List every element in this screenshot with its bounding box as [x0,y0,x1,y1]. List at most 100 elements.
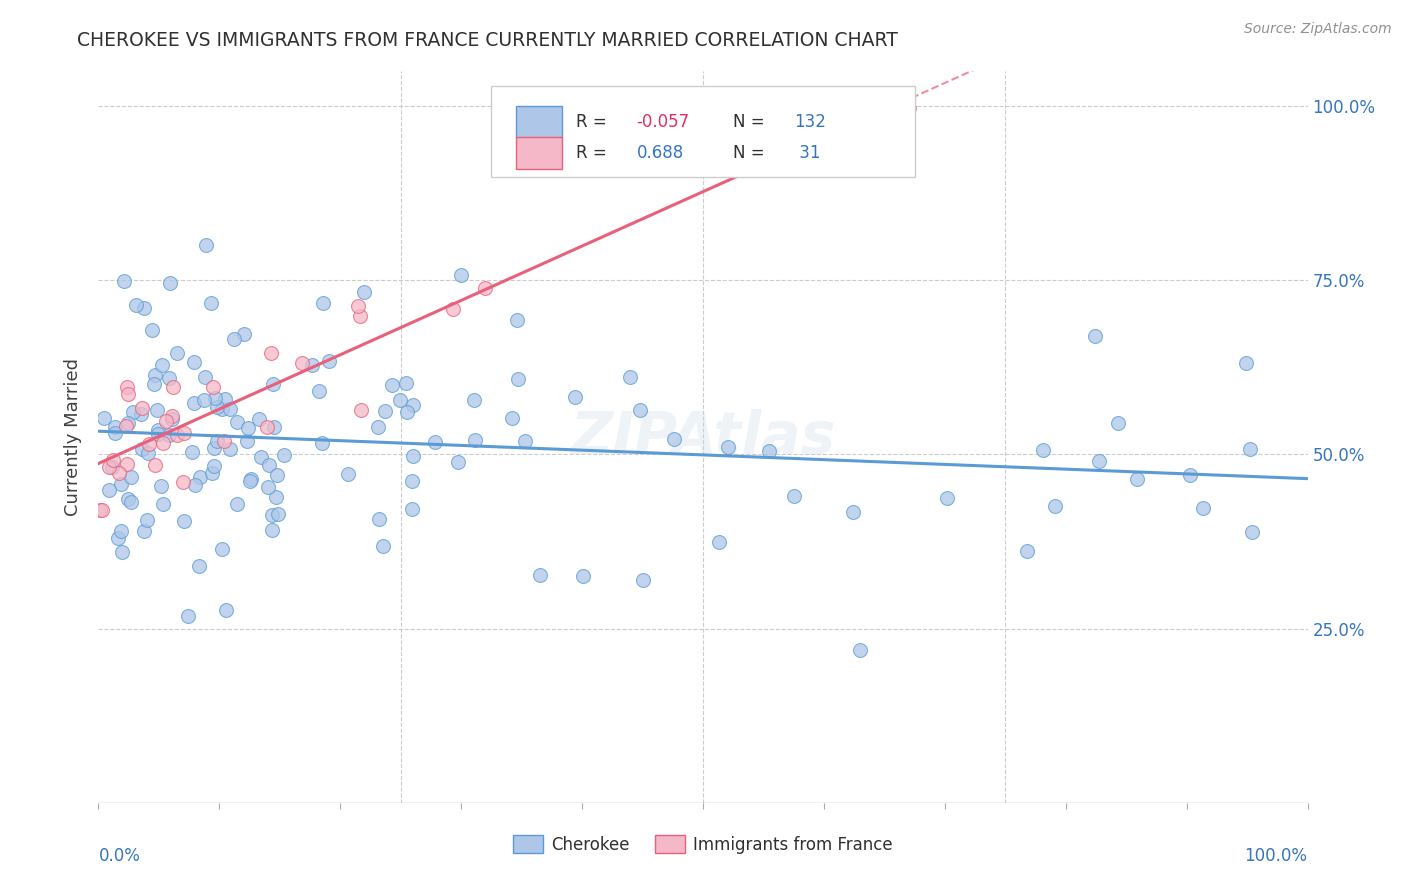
Text: Source: ZipAtlas.com: Source: ZipAtlas.com [1244,22,1392,37]
Point [97,483,120,498]
Point [367,512,389,526]
Point [247,411,270,425]
Point [662,432,685,446]
Legend: Cherokee, Immigrants from France: Cherokee, Immigrants from France [506,829,900,860]
Point [463,393,485,408]
Point [110,524,132,538]
Text: ZIPAtlas: ZIPAtlas [571,409,835,466]
Point [1015,544,1038,558]
Point [262,376,284,391]
Point [150,479,173,493]
Point [160,409,183,424]
Point [122,405,145,419]
Point [142,376,165,391]
Point [236,434,259,448]
Point [239,474,262,488]
Point [346,299,368,313]
Point [91,503,114,517]
Point [506,372,529,386]
Point [336,467,359,482]
Point [89,503,111,517]
Point [125,298,148,312]
Point [173,426,195,441]
Point [572,569,595,583]
Point [291,356,314,370]
Point [148,423,170,437]
Point [177,609,200,624]
Point [111,545,134,559]
Point [155,413,177,427]
Point [501,411,523,425]
Point [257,480,280,494]
Point [256,420,278,434]
Point [120,469,142,483]
Point [117,387,139,401]
Point [353,285,375,299]
Point [631,573,654,587]
Point [104,420,127,434]
Point [259,346,281,360]
Point [136,513,159,527]
Point [152,497,174,511]
Point [266,467,288,482]
Point [758,444,780,458]
Point [157,371,180,385]
Point [350,403,373,417]
Point [215,603,238,617]
Point [166,346,188,360]
Point [1178,468,1201,483]
Point [529,568,551,582]
Text: R =: R = [576,144,612,161]
Point [218,442,240,457]
Point [257,458,280,472]
Point [236,421,259,435]
Point [628,403,651,417]
Point [214,392,236,406]
Point [301,358,323,372]
Point [202,441,225,455]
Point [150,359,173,373]
Point [200,296,222,310]
Point [180,445,202,459]
Point [367,420,389,434]
Point [117,491,139,506]
Text: 0.688: 0.688 [637,144,683,161]
Point [204,391,226,405]
Point [138,437,160,451]
Point [897,101,920,115]
Point [311,296,333,310]
Point [1234,355,1257,369]
Text: -0.057: -0.057 [637,112,689,130]
Text: 31: 31 [793,144,820,161]
Point [110,477,132,491]
Point [201,466,224,480]
Point [117,417,139,431]
Point [183,477,205,491]
Point [202,458,225,473]
Point [232,327,254,342]
Point [146,403,169,417]
Point [212,434,235,448]
Point [506,313,529,327]
Point [143,368,166,383]
Point [474,281,496,295]
Point [131,442,153,456]
Text: CHEROKEE VS IMMIGRANTS FROM FRANCE CURRENTLY MARRIED CORRELATION CHART: CHEROKEE VS IMMIGRANTS FROM FRANCE CURRE… [77,31,898,50]
Point [464,433,486,447]
Point [250,450,273,465]
Point [936,491,959,505]
Point [1107,416,1129,430]
Point [1239,442,1261,456]
Point [207,434,229,448]
Point [112,274,135,288]
Point [395,405,418,419]
Point [374,403,396,417]
Point [132,524,155,538]
Point [389,393,412,408]
Text: 132: 132 [793,112,825,130]
Point [101,452,124,467]
Point [138,446,160,460]
Point [173,514,195,528]
Bar [516,105,561,137]
Point [183,355,205,369]
